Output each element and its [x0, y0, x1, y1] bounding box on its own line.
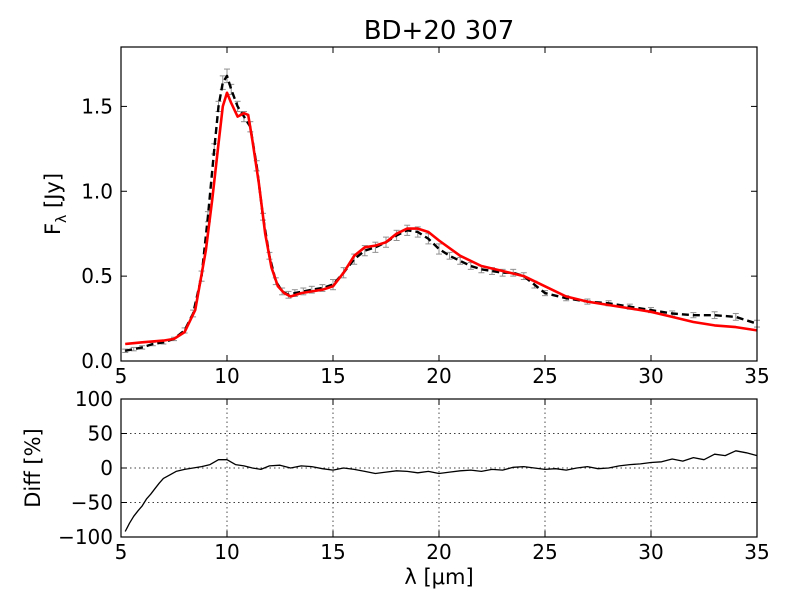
wavelength-x-axis-label: λ [μm]	[404, 565, 473, 589]
flux-x-tick-label: 15	[320, 364, 345, 388]
flux-y-axis-label: Fλ [Jy]	[41, 173, 70, 235]
flux-ticks: 5 10 15 20 25 30 35 0.0 0.5 1.0 1.5	[81, 47, 770, 388]
flux-y-tick-label: 0.0	[81, 349, 113, 373]
diff-y-tick-label: −50	[71, 491, 113, 515]
flux-x-tick-label: 30	[638, 364, 663, 388]
diff-y-tick-label: 50	[88, 422, 113, 446]
diff-x-tick-label: 10	[214, 540, 239, 564]
flux-x-tick-label: 35	[744, 364, 769, 388]
chart-title: BD+20 307	[364, 16, 515, 46]
flux-y-tick-label: 1.0	[81, 179, 113, 203]
diff-x-tick-label: 5	[115, 540, 128, 564]
diff-y-tick-label: 100	[75, 387, 113, 411]
flux-x-tick-label: 25	[532, 364, 557, 388]
diff-y-axis-label: Diff [%]	[21, 428, 45, 508]
diff-grid	[121, 399, 757, 537]
diff-line	[124, 450, 758, 532]
flux-series-group	[124, 74, 758, 352]
flux-x-tick-label: 20	[426, 364, 451, 388]
diff-y-tick-label: −100	[58, 525, 113, 549]
diff-x-tick-label: 35	[744, 540, 769, 564]
flux-x-tick-label: 10	[214, 364, 239, 388]
diff-series-group	[124, 450, 758, 532]
flux-y-tick-label: 1.5	[81, 94, 113, 118]
flux-x-tick-label: 5	[115, 364, 128, 388]
flux-y-tick-label: 0.5	[81, 264, 113, 288]
diff-x-tick-label: 15	[320, 540, 345, 564]
diff-ticks: 5 10 15 20 25 30 35 −100 −50 0 50 100	[58, 387, 770, 564]
diff-y-tick-label: 0	[100, 456, 113, 480]
model-flux-line	[125, 91, 758, 346]
diff-chart: 5 10 15 20 25 30 35 −100 −50 0 50 100 Diff [%] λ [μ…	[21, 387, 770, 589]
diff-x-tick-label: 30	[638, 540, 663, 564]
flux-chart: 5 10 15 20 25 30 35 0.0 0.5 1.0 1.5 BD+20 307 Fλ […	[41, 16, 770, 388]
diff-x-tick-label: 20	[426, 540, 451, 564]
diff-x-tick-label: 25	[532, 540, 557, 564]
